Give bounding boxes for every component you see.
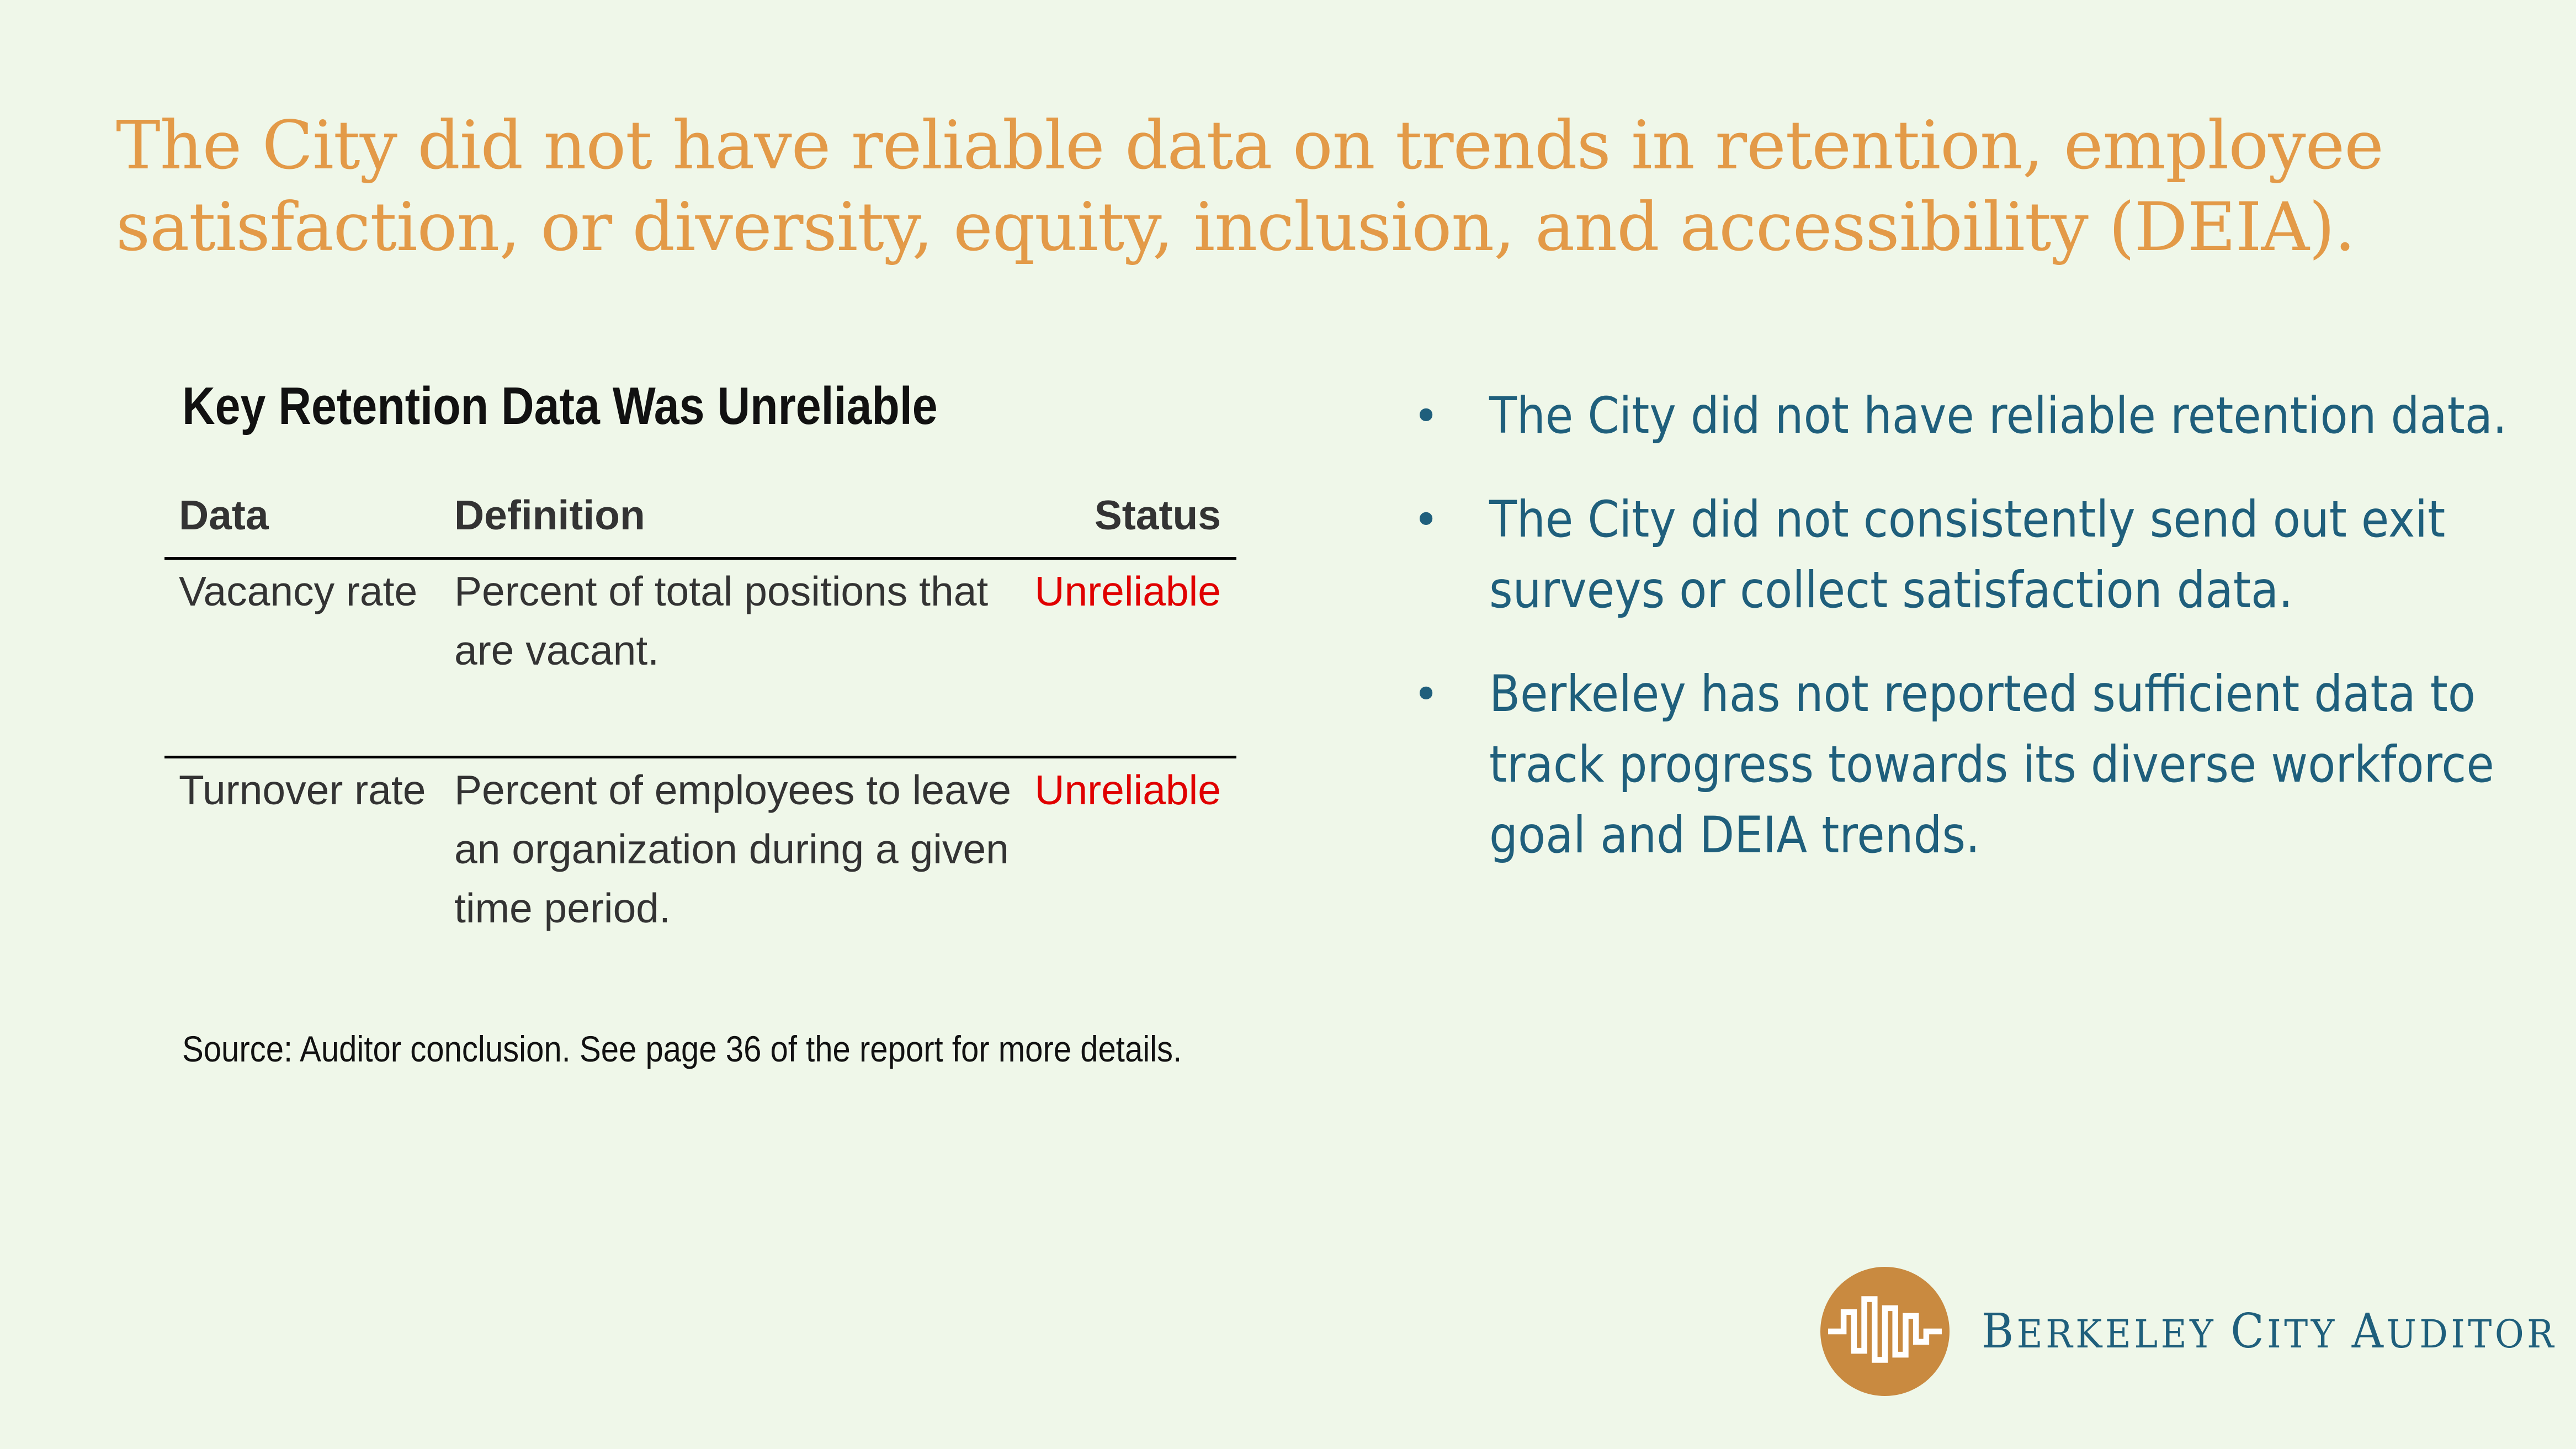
list-item: • The City did not consistently send out… (1413, 485, 2517, 626)
row-definition-cell: Percent of employees to leave an organiz… (454, 767, 1011, 931)
berkeley-city-auditor-logo: BERKELEY CITY AUDITOR (1820, 1267, 2576, 1396)
bullet-icon: • (1413, 390, 1440, 442)
bullet-text: Berkeley has not reported sufficient dat… (1489, 665, 2494, 864)
row-definition-cell: Percent of total positions that are vaca… (454, 568, 989, 673)
source-note: Source: Auditor conclusion. See page 36 … (182, 1028, 1182, 1069)
list-item: • The City did not have reliable retenti… (1413, 381, 2517, 452)
header-status: Status (1094, 492, 1221, 538)
table-title: Key Retention Data Was Unreliable (182, 376, 938, 436)
row-data-cell: Vacancy rate (179, 568, 418, 614)
row-status-cell: Unreliable (1034, 568, 1221, 614)
header-data: Data (179, 492, 269, 538)
table-header-row: Data Definition Status (164, 486, 1236, 560)
list-item: • Berkeley has not reported sufficient d… (1413, 659, 2517, 871)
header-definition: Definition (454, 492, 645, 538)
bullet-icon: • (1413, 494, 1440, 545)
row-status-cell: Unreliable (1034, 767, 1221, 813)
findings-bullet-list: • The City did not have reliable retenti… (1413, 381, 2517, 904)
table-row: Vacancy rate Percent of total positions … (164, 560, 1236, 758)
slide-headline: The City did not have reliable data on t… (116, 107, 2384, 266)
bullet-icon: • (1413, 668, 1440, 720)
bullet-text: The City did not consistently send out e… (1489, 491, 2446, 619)
row-data-cell: Turnover rate (179, 767, 426, 813)
waveform-circle-icon (1820, 1267, 1950, 1396)
logo-wordmark: BERKELEY CITY AUDITOR (1982, 1304, 2557, 1359)
bullet-text: The City did not have reliable retention… (1489, 387, 2508, 445)
retention-data-table: Data Definition Status Vacancy rate Perc… (164, 486, 1236, 938)
table-row: Turnover rate Percent of employees to le… (164, 758, 1236, 938)
